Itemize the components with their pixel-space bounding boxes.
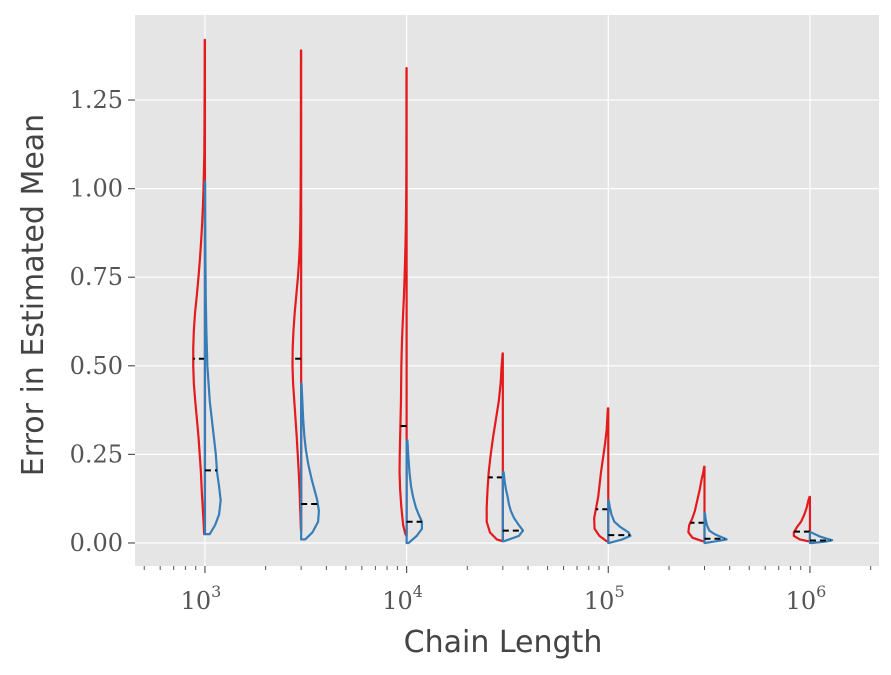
axis-ticks: 0.00 0.25 0.50 0.75 1.00 1.25 103 104 105 106 bbox=[70, 86, 872, 615]
x-axis-title: Chain Length bbox=[404, 625, 603, 660]
plot-background bbox=[135, 15, 879, 566]
violin-right-1000000 bbox=[808, 531, 834, 545]
violin-right-10000 bbox=[405, 439, 424, 545]
violins bbox=[192, 38, 834, 545]
y-tick-label: 1.25 bbox=[70, 86, 123, 114]
violin-right-3000 bbox=[300, 382, 320, 541]
y-tick-label: 0.75 bbox=[70, 263, 123, 291]
violin-left-30000 bbox=[485, 352, 504, 543]
y-axis-title: Error in Estimated Mean bbox=[16, 114, 51, 476]
y-tick-label: 0.50 bbox=[70, 352, 123, 380]
violin-left-3000 bbox=[291, 49, 303, 532]
violin-left-1000 bbox=[192, 38, 207, 536]
y-tick-label: 0.25 bbox=[70, 440, 123, 468]
x-tick-label: 105 bbox=[584, 582, 625, 615]
x-tick-label: 103 bbox=[181, 582, 222, 615]
y-tick-label: 1.00 bbox=[70, 175, 123, 203]
violin-left-10000 bbox=[398, 67, 408, 537]
violin-right-300000 bbox=[703, 511, 728, 545]
x-tick-label: 106 bbox=[786, 582, 827, 615]
violin-right-1000 bbox=[203, 180, 222, 536]
violin-right-100000 bbox=[607, 499, 632, 545]
violin-left-1000000 bbox=[792, 495, 812, 543]
violin-right-30000 bbox=[501, 471, 525, 543]
violin-left-300000 bbox=[687, 465, 706, 543]
x-tick-label: 104 bbox=[382, 582, 423, 615]
violin-left-100000 bbox=[593, 407, 610, 543]
y-tick-label: 0.00 bbox=[70, 529, 123, 557]
